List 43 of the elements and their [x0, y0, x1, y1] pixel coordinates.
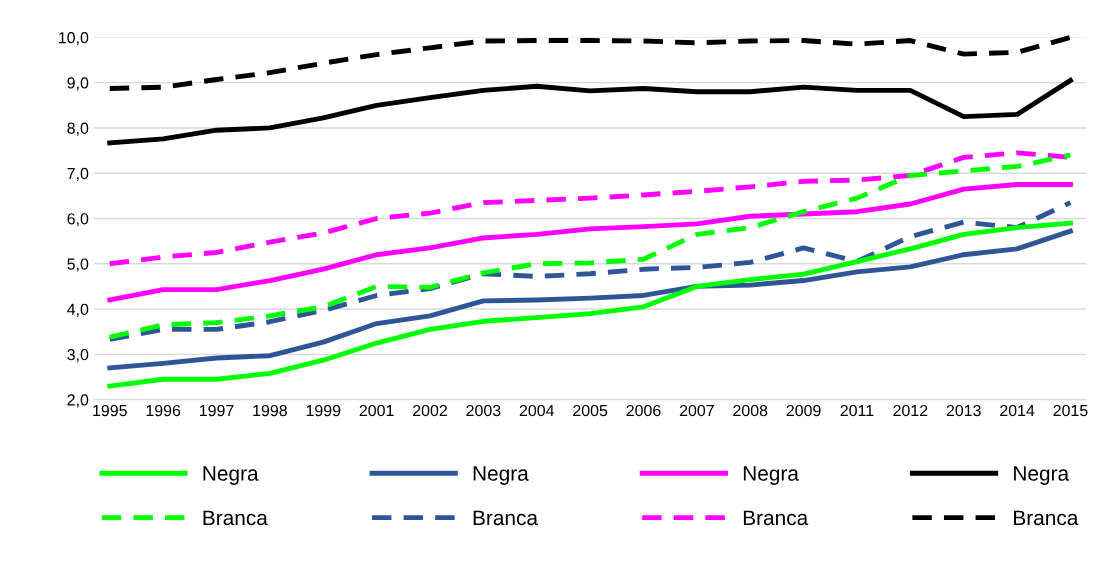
x-tick-label: 2003 [466, 404, 501, 417]
x-tick-label: 2005 [573, 404, 608, 417]
x-tick-label: 2011 [840, 404, 874, 417]
legend-label: Branca [1014, 510, 1079, 526]
legend-label: Negra [203, 466, 259, 485]
line-series [107, 228, 1073, 371]
line-series [107, 220, 1073, 389]
x-tick-label: 2009 [786, 404, 821, 417]
line-series [107, 182, 1073, 303]
x-tick-label: 1997 [199, 404, 234, 417]
y-tick-label: 4,0 [67, 303, 89, 317]
x-tick-label: 2013 [946, 404, 981, 417]
legend-label: Branca [473, 510, 539, 526]
legend-label: Negra [473, 466, 529, 485]
line-series [107, 77, 1073, 146]
legend-label: Negra [743, 466, 799, 485]
line-series [107, 152, 1073, 340]
y-tick-label: 9,0 [67, 77, 89, 91]
x-tick-label: 2006 [626, 404, 661, 417]
line-series [107, 34, 1073, 91]
x-tick-label: 2014 [1000, 404, 1035, 417]
x-tick-label: 2002 [413, 404, 447, 417]
legend-label: Branca [203, 510, 268, 526]
line-series [107, 200, 1073, 342]
x-tick-label: 2012 [893, 404, 928, 417]
x-tick-label: 1999 [306, 404, 341, 417]
x-tick-label: 2015 [1053, 404, 1088, 417]
x-tick-label: 1996 [146, 404, 181, 417]
x-tick-label: 1995 [93, 404, 127, 417]
x-tick-label: 2001 [359, 404, 394, 417]
x-tick-label: 2007 [679, 404, 714, 417]
y-tick-label: 7,0 [67, 167, 89, 182]
x-tick-label: 2004 [519, 404, 555, 417]
y-tick-label: 5,0 [67, 258, 89, 272]
x-tick-label: 2008 [733, 404, 768, 417]
y-tick-label: 6,0 [67, 213, 89, 227]
y-tick-label: 8,0 [67, 122, 89, 136]
y-tick-label: 3,0 [67, 348, 89, 363]
x-tick-label: 1998 [253, 404, 287, 417]
y-tick-label: 10,0 [59, 32, 89, 46]
y-tick-label: 2,0 [67, 394, 89, 408]
legend-label: Branca [743, 510, 809, 526]
legend-label: Negra [1014, 466, 1070, 485]
